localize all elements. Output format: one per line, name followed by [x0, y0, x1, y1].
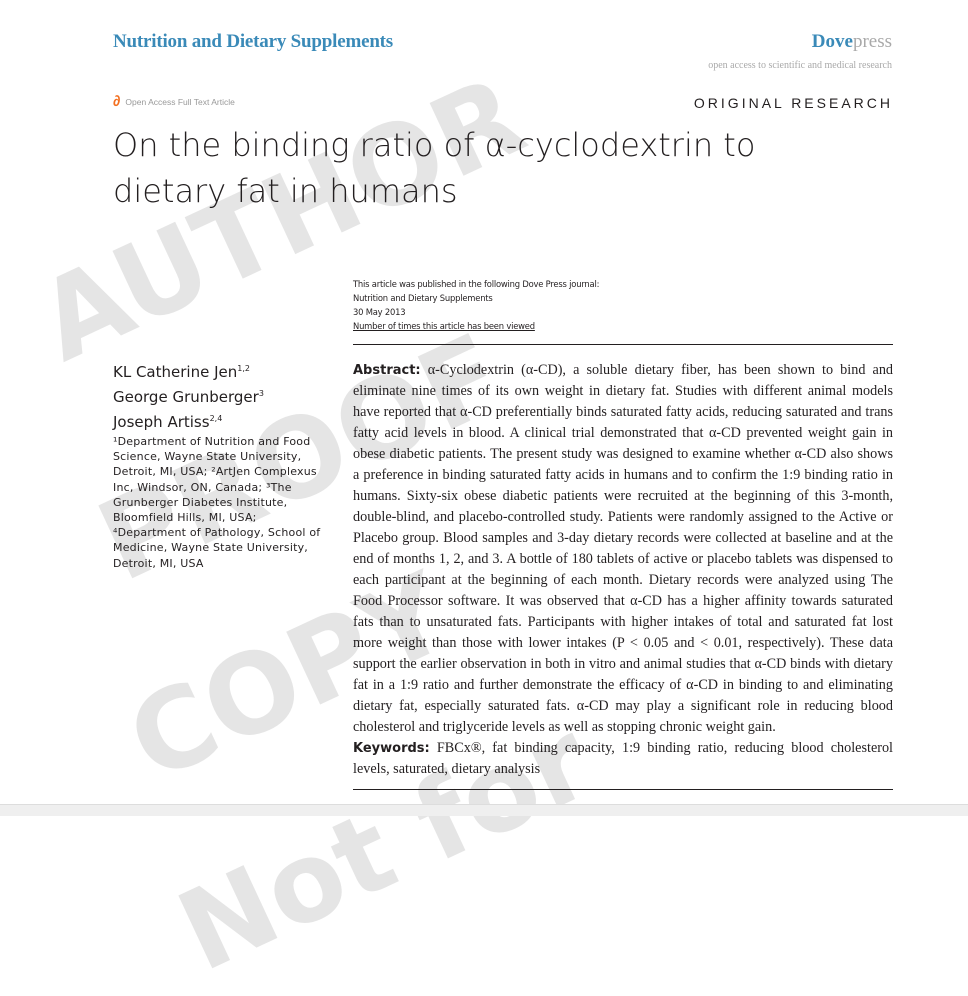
viewer-bottom-edge	[0, 804, 968, 816]
watermark-author: AUTHOR	[20, 51, 543, 387]
divider	[353, 344, 893, 345]
author-affil-sup: 1,2	[237, 364, 250, 373]
open-access-text: Open Access Full Text Article	[125, 96, 235, 107]
article-title: On the binding ratio of α-cyclodextrin t…	[113, 126, 756, 210]
author: George Grunberger3	[113, 383, 264, 408]
publisher-tagline: open access to scientific and medical re…	[708, 60, 892, 71]
pub-info-line: This article was published in the follow…	[353, 279, 600, 289]
views-link[interactable]: Number of times this article has been vi…	[353, 321, 535, 331]
publication-info: This article was published in the follow…	[353, 277, 599, 333]
journal-name: Nutrition and Dietary Supplements	[113, 31, 394, 52]
author-name: Joseph Artiss	[113, 413, 210, 431]
open-access-label: ∂ Open Access Full Text Article	[113, 93, 235, 110]
author-name: KL Catherine Jen	[113, 363, 238, 381]
logo-dove: Dove	[811, 31, 853, 52]
author-affil-sup: 2,4	[209, 414, 223, 423]
abstract-label: Abstract:	[353, 363, 421, 378]
pub-info-date: 30 May 2013	[353, 307, 406, 317]
keywords-label: Keywords:	[353, 741, 430, 756]
author-affil-sup: 3	[258, 389, 264, 398]
author: KL Catherine Jen1,2	[113, 358, 264, 383]
author-name: George Grunberger	[113, 388, 259, 406]
logo-press: press	[852, 31, 892, 52]
pub-info-journal: Nutrition and Dietary Supplements	[353, 293, 493, 303]
divider	[353, 789, 893, 790]
abstract: Abstract: α-Cyclodextrin (α-CD), a solub…	[353, 360, 893, 780]
author-list: KL Catherine Jen1,2 George Grunberger3 J…	[113, 358, 264, 433]
article-type: ORIGINAL RESEARCH	[693, 95, 893, 111]
affiliations: ¹Department of Nutrition and Food Scienc…	[113, 435, 321, 570]
abstract-text: α-Cyclodextrin (α-CD), a soluble dietary…	[353, 362, 894, 735]
author: Joseph Artiss2,4	[113, 408, 264, 433]
publisher-logo: Dovepress	[812, 31, 892, 53]
open-access-icon: ∂	[113, 93, 121, 110]
keywords-text: FBCx®, fat binding capacity, 1:9 binding…	[353, 740, 893, 777]
